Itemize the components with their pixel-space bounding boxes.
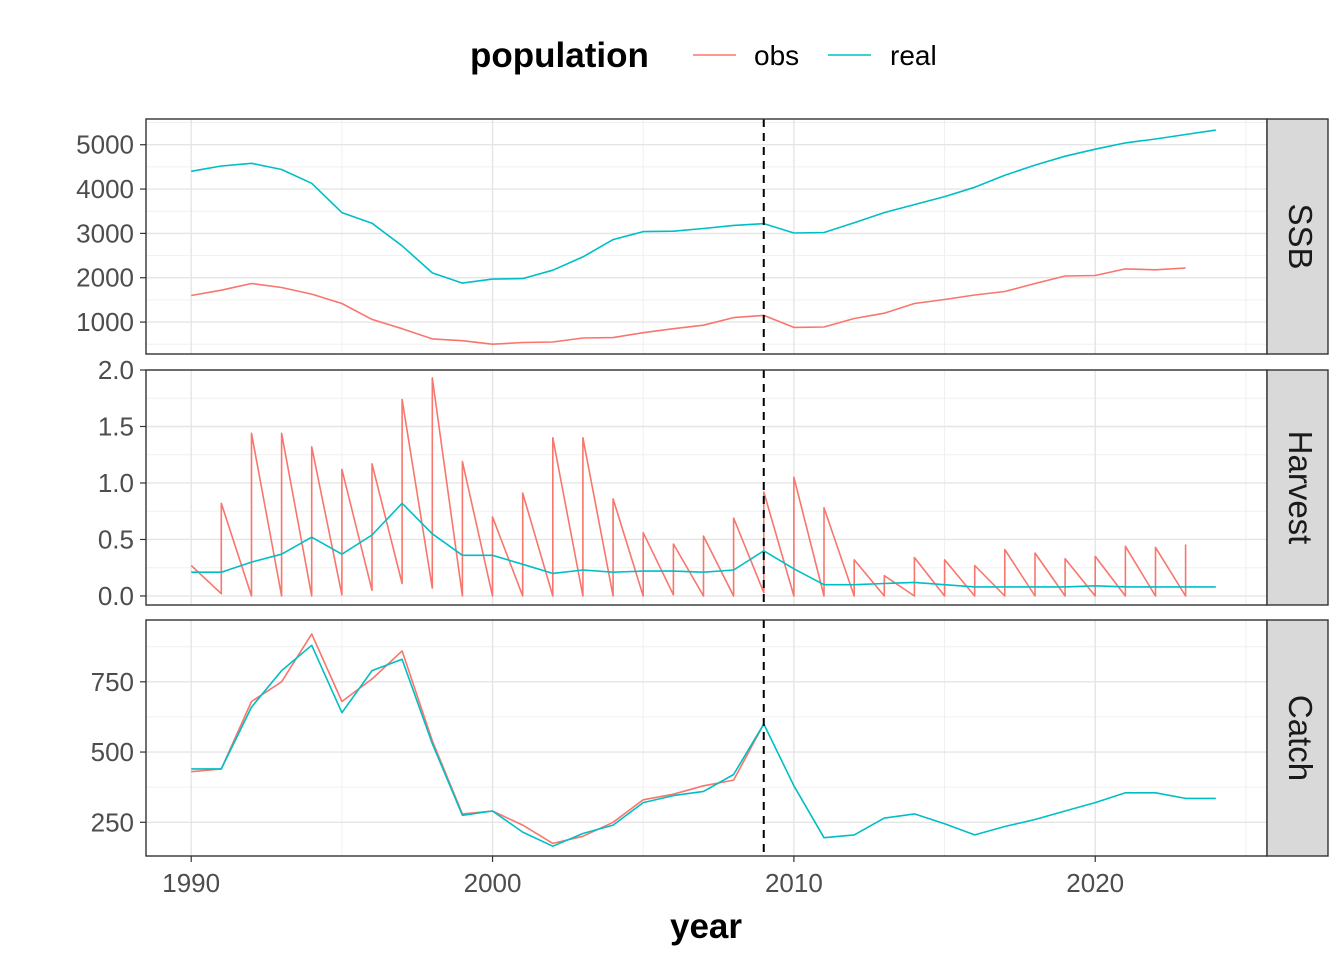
x-tick-label: 2010 (765, 868, 823, 898)
facet-strip-label: SSB (1282, 203, 1319, 269)
y-tick-label: 500 (91, 737, 134, 767)
y-tick-label: 3000 (76, 218, 134, 248)
panel-catch: 250 500 750 Catch (91, 619, 1329, 857)
facet-strip (1266, 619, 1329, 857)
legend-title: population (470, 36, 649, 75)
y-tick-label: 0.5 (98, 524, 134, 554)
x-tick-label: 2000 (464, 868, 522, 898)
x-tick-label: 2020 (1066, 868, 1124, 898)
y-tick-label: 1.5 (98, 411, 134, 441)
panel-background (146, 370, 1267, 605)
y-tick-label: 4000 (76, 174, 134, 204)
y-tick-label: 750 (91, 667, 134, 697)
facet-strip-label: Catch (1282, 695, 1319, 781)
y-tick-label: 1.0 (98, 468, 134, 498)
y-tick-label: 0.0 (98, 581, 134, 611)
y-tick-label: 2000 (76, 263, 134, 293)
legend: population obs real (470, 36, 937, 75)
x-axis-title: year (670, 907, 742, 946)
facet-strip (1266, 369, 1329, 606)
series-line-real (191, 644, 1216, 847)
panel-background (146, 119, 1267, 354)
series-line-real (191, 502, 1216, 588)
panel-background (146, 620, 1267, 856)
series-line-real (191, 129, 1216, 284)
series-line-obs (191, 267, 1186, 345)
facet-strip-label: Harvest (1282, 431, 1319, 545)
facet-strip (1266, 118, 1329, 355)
y-tick-label: 5000 (76, 130, 134, 160)
facet-panels: 1000 2000 3000 4000 5000 SSB 0.0 0.5 1.0 1.5 2.0 Ha… (76, 118, 1329, 857)
y-tick-label: 1000 (76, 307, 134, 337)
legend-label-real: real (890, 40, 937, 71)
x-axis: 1990 2000 2010 2020 (162, 856, 1124, 898)
y-tick-label: 2.0 (98, 355, 134, 385)
x-tick-label: 1990 (162, 868, 220, 898)
panel-harvest: 0.0 0.5 1.0 1.5 2.0 Harvest (98, 355, 1329, 611)
panel-ssb: 1000 2000 3000 4000 5000 SSB (76, 118, 1329, 355)
y-tick-label: 250 (91, 807, 134, 837)
legend-label-obs: obs (754, 40, 799, 71)
series-line-obs (190, 377, 1187, 597)
